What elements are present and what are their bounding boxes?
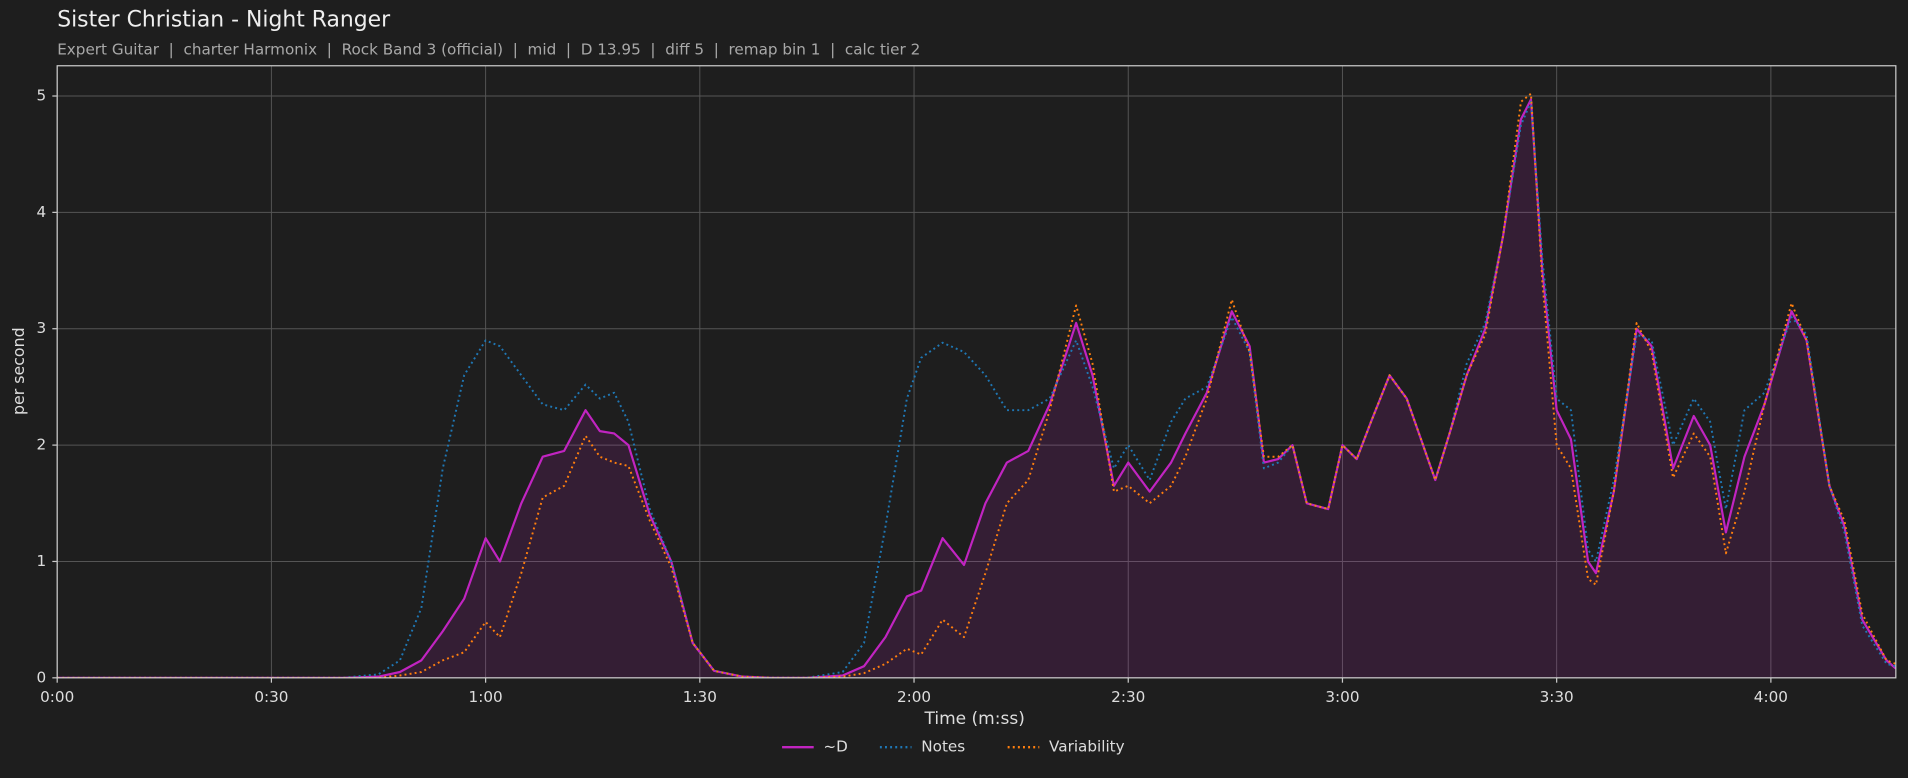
- legend-label: ~D: [823, 738, 847, 756]
- x-tick-label: 3:30: [1540, 688, 1574, 706]
- y-tick-label: 0: [37, 668, 47, 686]
- y-tick-label: 5: [37, 87, 47, 105]
- line: [57, 92, 1896, 678]
- y-tick-label: 3: [37, 319, 47, 337]
- chart-title: Sister Christian - Night Ranger: [57, 8, 390, 33]
- x-axis-label: Time (m:ss): [923, 709, 1024, 729]
- x-tick-label: 1:30: [683, 688, 717, 706]
- x-tick-label: 0:30: [254, 688, 288, 706]
- y-tick-label: 4: [37, 203, 47, 221]
- area: [57, 99, 1896, 678]
- legend-label: Notes: [921, 738, 965, 756]
- y-axis-label: per second: [9, 327, 28, 415]
- line: [57, 98, 1896, 678]
- legend-label: Variability: [1049, 738, 1125, 756]
- y-tick-label: 1: [37, 552, 47, 570]
- x-tick-label: 0:00: [40, 688, 74, 706]
- x-tick-label: 4:00: [1754, 688, 1788, 706]
- x-tick-label: 2:00: [897, 688, 931, 706]
- x-tick-label: 1:00: [469, 688, 503, 706]
- x-tick-label: 3:00: [1325, 688, 1359, 706]
- plot-frame: [56, 65, 1897, 679]
- y-tick-label: 2: [37, 436, 47, 454]
- chart-subtitle: Expert Guitar | charter Harmonix | Rock …: [57, 40, 920, 58]
- x-tick-label: 2:30: [1111, 688, 1145, 706]
